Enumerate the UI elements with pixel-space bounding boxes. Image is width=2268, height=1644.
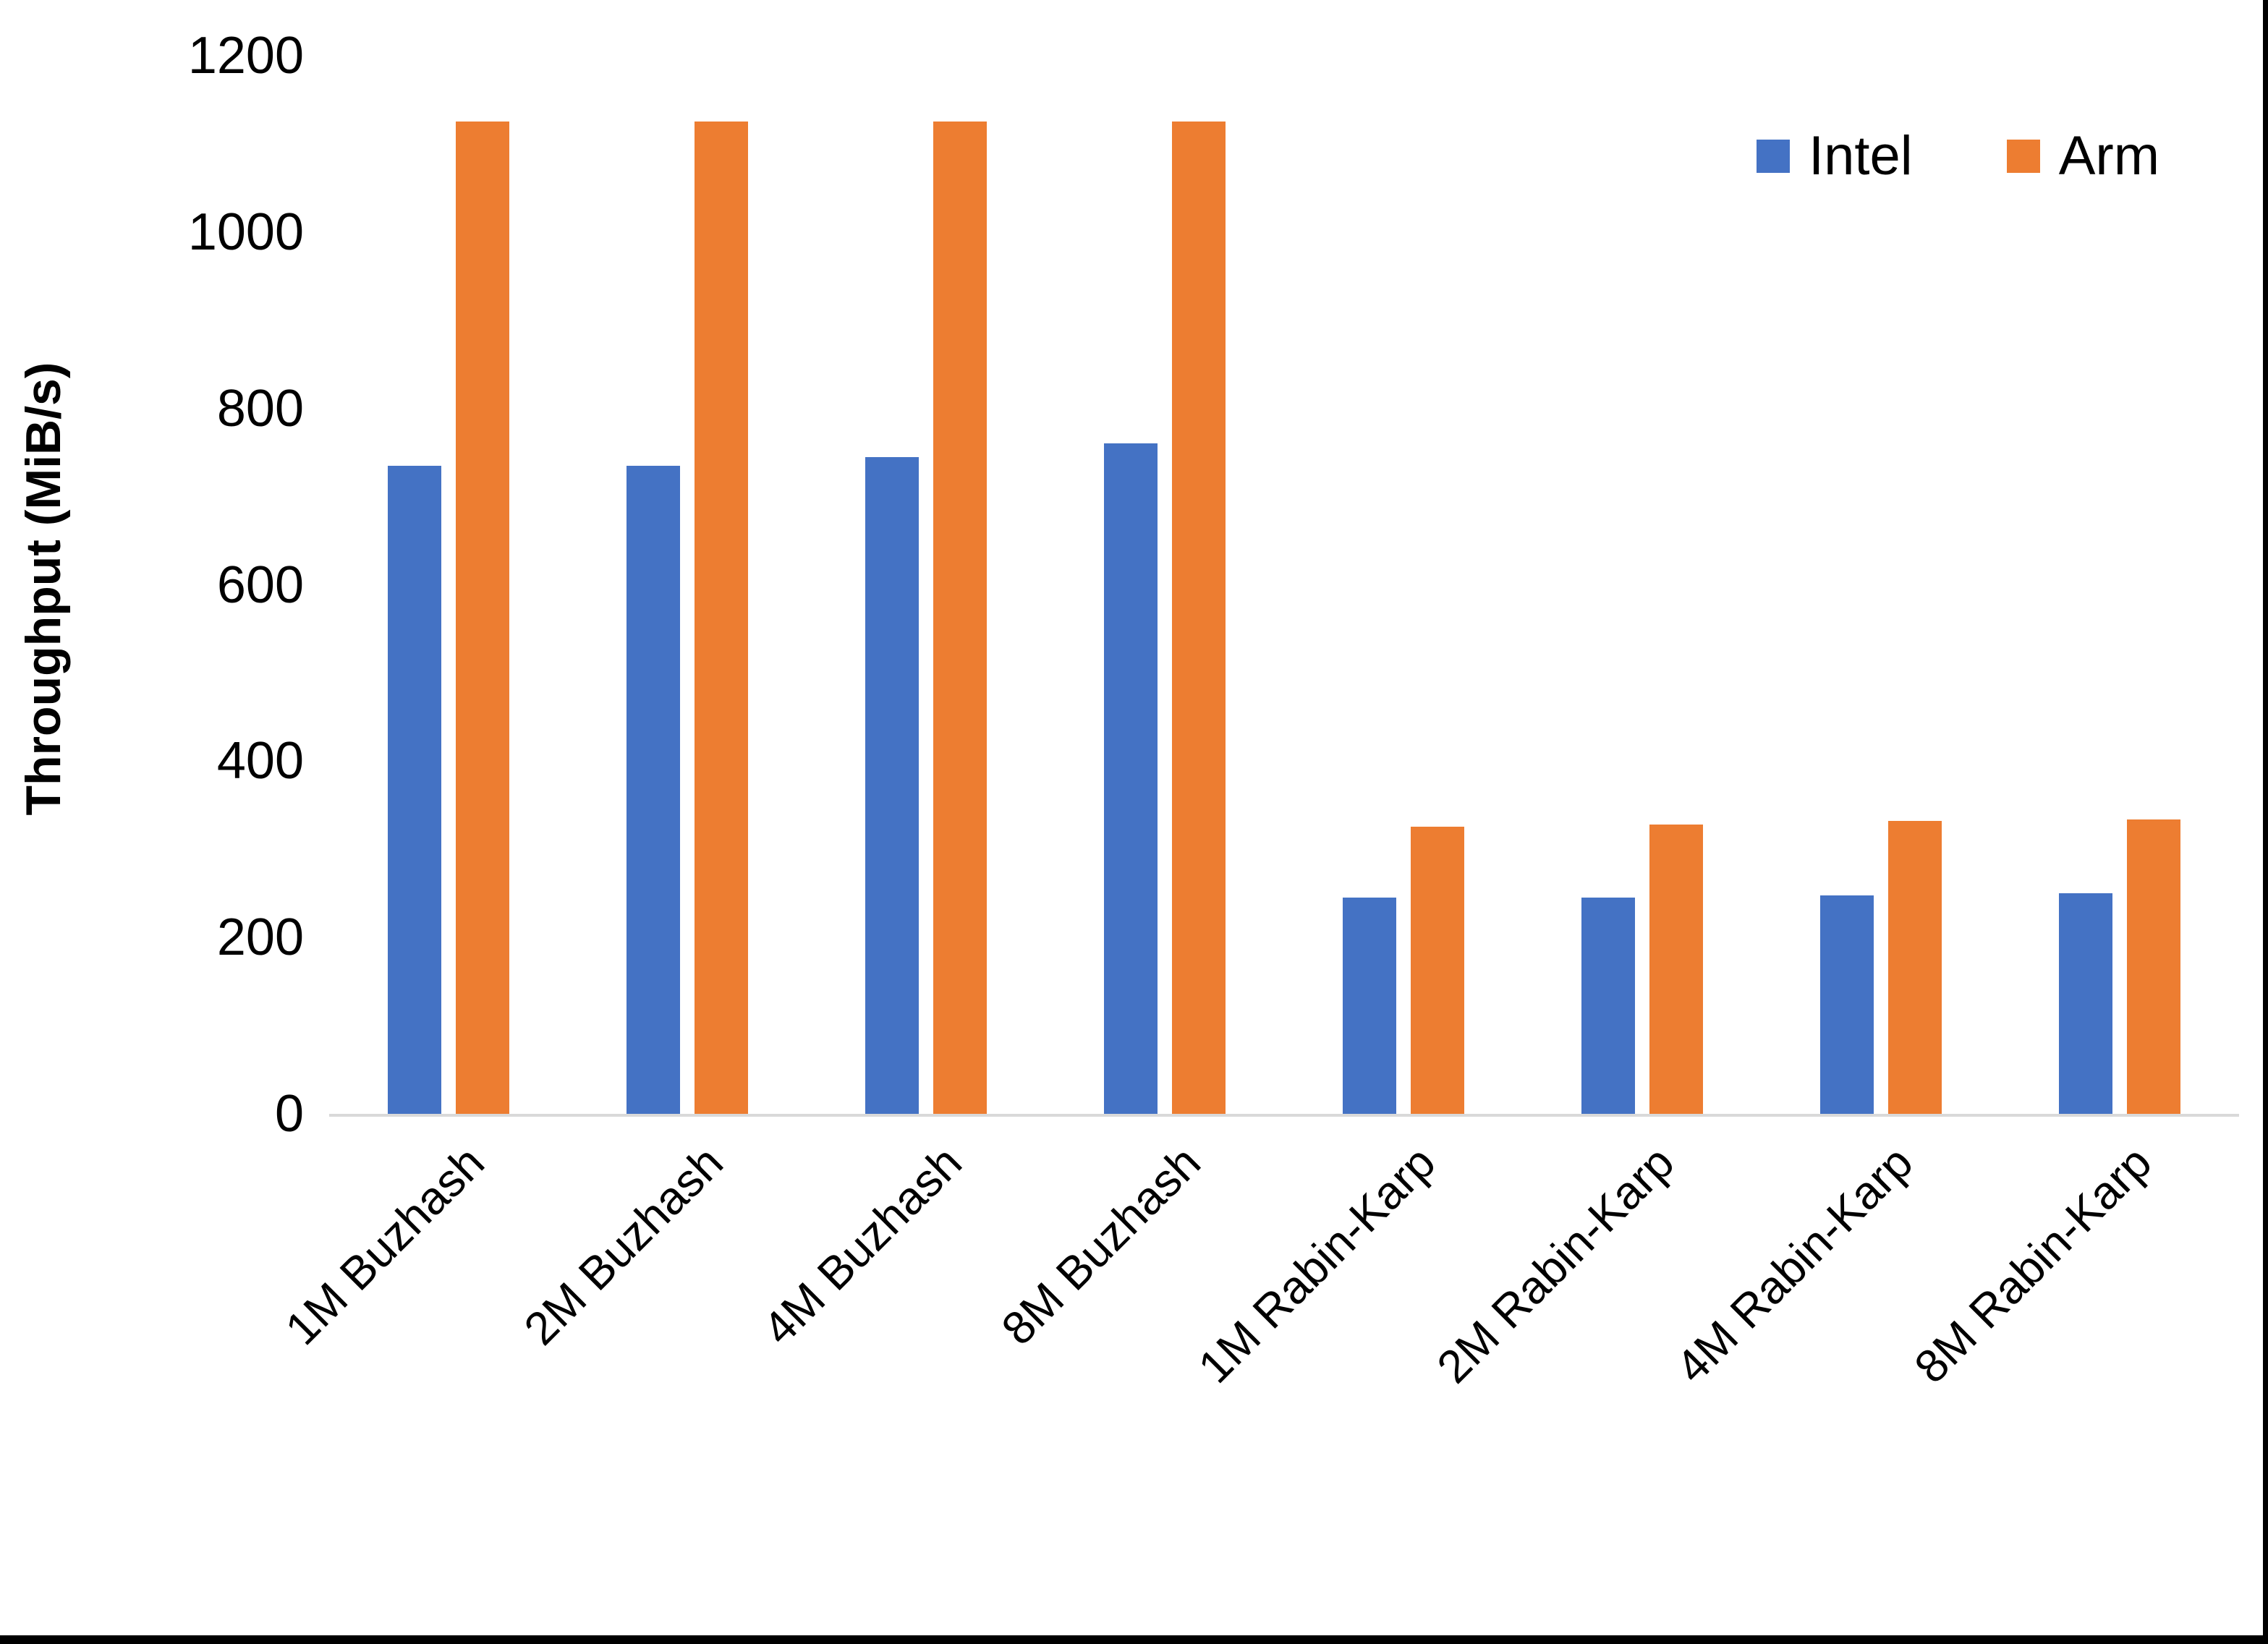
- bar-arm-2m-buzhash: [695, 122, 748, 1114]
- y-tick-label: 1200: [187, 27, 304, 85]
- bar-intel-4m-rabin-karp: [1820, 895, 1874, 1114]
- legend-swatch-intel: [1757, 140, 1791, 173]
- y-tick-label: 800: [216, 379, 304, 438]
- legend-swatch-arm: [2006, 140, 2040, 173]
- bar-group: [1045, 56, 1284, 1114]
- bar-group: [329, 56, 568, 1114]
- bar-intel-4m-buzhash: [865, 456, 919, 1114]
- y-tick-label: 200: [216, 908, 304, 967]
- screen-edge-right: [2263, 0, 2268, 1644]
- bar-group: [568, 56, 807, 1114]
- x-tick-label: 4M Rabin-Karp: [1665, 1136, 1923, 1393]
- bar-group: [1762, 56, 2000, 1114]
- y-tick-label: 0: [274, 1085, 304, 1143]
- x-tick-label: 2M Rabin-Karp: [1426, 1136, 1684, 1393]
- bar-intel-1m-buzhash: [388, 465, 441, 1114]
- bar-arm-4m-rabin-karp: [1888, 821, 1942, 1114]
- bar-intel-8m-rabin-karp: [2059, 893, 2112, 1114]
- bar-arm-8m-buzhash: [1172, 122, 1226, 1114]
- plot-area: [329, 56, 2239, 1117]
- bar-arm-2m-rabin-karp: [1649, 825, 1703, 1114]
- bar-arm-8m-rabin-karp: [2127, 819, 2180, 1114]
- bar-group: [1523, 56, 1762, 1114]
- x-tick-label: 1M Rabin-Karp: [1187, 1136, 1445, 1393]
- bar-intel-8m-buzhash: [1104, 443, 1158, 1114]
- bar-arm-4m-buzhash: [933, 122, 987, 1114]
- legend-label-intel: Intel: [1809, 125, 1913, 187]
- bar-arm-1m-buzhash: [456, 122, 509, 1114]
- y-axis-tick-labels: 0 200 400 600 800 1000 1200: [87, 0, 304, 1644]
- x-tick-label: 2M Buzhash: [514, 1136, 734, 1355]
- legend-label-arm: Arm: [2058, 125, 2159, 187]
- y-tick-label: 600: [216, 555, 304, 614]
- legend-item-arm: Arm: [2006, 125, 2159, 187]
- legend: Intel Arm: [1757, 129, 2159, 184]
- bar-intel-1m-rabin-karp: [1343, 898, 1396, 1114]
- bar-group: [1284, 56, 1523, 1114]
- x-tick-label: 4M Buzhash: [752, 1136, 972, 1355]
- bar-group: [2000, 56, 2239, 1114]
- x-tick-label: 1M Buzhash: [275, 1136, 495, 1355]
- y-tick-label: 1000: [187, 203, 304, 261]
- x-tick-label: 8M Rabin-Karp: [1903, 1136, 2162, 1393]
- bar-intel-2m-buzhash: [627, 465, 680, 1114]
- bar-intel-2m-rabin-karp: [1581, 898, 1635, 1114]
- screen-edge-bottom: [0, 1635, 2268, 1644]
- x-axis-tick-labels: 1M Buzhash 2M Buzhash 4M Buzhash 8M Buzhash…: [276, 1128, 2239, 1490]
- bar-group: [807, 56, 1045, 1114]
- y-axis-title: Throughput (MiB/s): [16, 362, 71, 816]
- bar-arm-1m-rabin-karp: [1411, 826, 1464, 1114]
- y-tick-label: 400: [216, 732, 304, 791]
- legend-item-intel: Intel: [1757, 129, 1913, 184]
- x-tick-label: 8M Buzhash: [991, 1136, 1211, 1355]
